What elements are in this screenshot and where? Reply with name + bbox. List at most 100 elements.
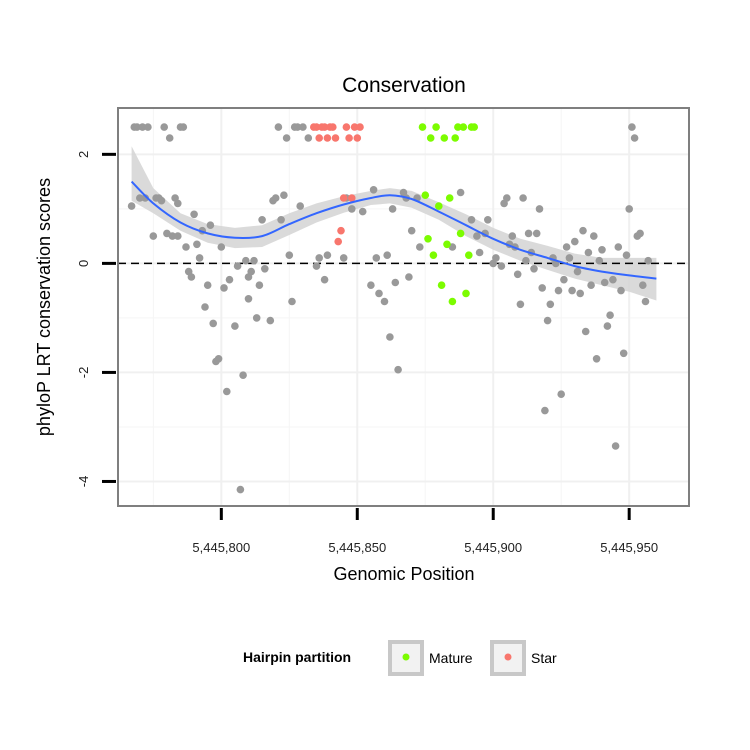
legend-key-mature-dot [402, 653, 410, 661]
point-other [622, 251, 631, 259]
point-other [182, 243, 190, 251]
point-other [554, 286, 563, 295]
x-tick-label: 5,445,950 [600, 540, 658, 555]
point-mature [445, 194, 454, 202]
point-other [288, 297, 296, 306]
data-points [127, 123, 652, 494]
x-axis-title: Genomic Position [333, 564, 474, 584]
point-other [456, 188, 465, 197]
point-other [138, 123, 147, 131]
point-star [356, 123, 364, 131]
point-mature [459, 123, 468, 131]
point-other [320, 275, 329, 284]
point-other [280, 191, 288, 199]
point-other [519, 194, 527, 202]
point-other [503, 194, 511, 202]
legend: Hairpin partition Mature Star [243, 640, 557, 676]
point-mature [432, 123, 440, 131]
x-tick-label: 5,445,850 [328, 540, 386, 555]
point-other [573, 267, 582, 276]
point-other [467, 216, 476, 224]
point-other [644, 256, 652, 265]
point-mature [448, 297, 457, 306]
point-other [617, 286, 625, 295]
point-other [516, 300, 525, 309]
point-mature [454, 123, 462, 131]
point-mature [435, 202, 443, 210]
point-mature [440, 134, 449, 142]
point-other [236, 485, 245, 494]
legend-label-mature: Mature [429, 650, 473, 666]
point-other [277, 216, 285, 224]
point-other [475, 248, 484, 257]
legend-title: Hairpin partition [243, 649, 351, 665]
point-other [358, 207, 367, 216]
point-mature [429, 251, 438, 259]
point-other [606, 311, 614, 320]
point-other [386, 333, 394, 341]
point-other [407, 226, 416, 235]
point-other [484, 216, 492, 224]
point-star [350, 123, 359, 131]
x-axis: 5,445,800 5,445,850 5,445,900 5,445,950 [192, 508, 658, 555]
point-mature [418, 123, 427, 131]
point-other [247, 267, 255, 276]
point-other [242, 256, 250, 265]
point-star [312, 123, 321, 131]
point-other [473, 232, 481, 240]
point-other [590, 232, 598, 240]
legend-key-star-box [490, 640, 526, 676]
point-other [217, 243, 226, 251]
point-other [595, 256, 604, 265]
point-other [541, 406, 549, 415]
point-other [535, 205, 544, 213]
point-other [174, 232, 182, 240]
y-tick-label: 0 [76, 260, 91, 267]
point-other [543, 316, 552, 325]
point-other [299, 123, 307, 131]
point-other [560, 275, 568, 284]
point-other [144, 123, 152, 131]
y-tick-label: 2 [76, 151, 91, 158]
point-mature [470, 123, 479, 131]
point-other [133, 123, 141, 131]
point-other [348, 205, 356, 213]
point-other [293, 123, 302, 131]
point-star [315, 134, 324, 142]
point-other [233, 262, 242, 270]
point-other [609, 275, 617, 284]
point-other [508, 232, 517, 240]
point-other [190, 210, 198, 219]
point-other [225, 275, 234, 284]
point-star [323, 134, 332, 142]
point-other [568, 286, 576, 295]
point-other [244, 295, 253, 303]
point-other [592, 355, 601, 363]
point-other [628, 123, 636, 131]
point-star [334, 237, 343, 246]
chart-title: Conservation [342, 74, 466, 97]
point-other [304, 134, 313, 142]
point-other [252, 314, 261, 322]
point-other [372, 254, 381, 262]
point-other [630, 134, 639, 142]
grid-lines [118, 108, 689, 506]
point-other [639, 281, 647, 290]
point-star [348, 194, 356, 202]
point-other [625, 205, 633, 213]
point-other [598, 246, 606, 254]
point-other [565, 254, 574, 262]
point-other [258, 216, 266, 224]
point-other [271, 194, 280, 202]
point-other [581, 327, 590, 336]
point-other [603, 322, 612, 330]
point-other [546, 300, 555, 309]
point-other [165, 134, 174, 142]
point-other [383, 251, 392, 259]
point-other [206, 221, 215, 229]
point-other [388, 205, 397, 213]
point-other [532, 229, 541, 238]
point-other [214, 355, 223, 363]
point-mature [424, 235, 432, 243]
